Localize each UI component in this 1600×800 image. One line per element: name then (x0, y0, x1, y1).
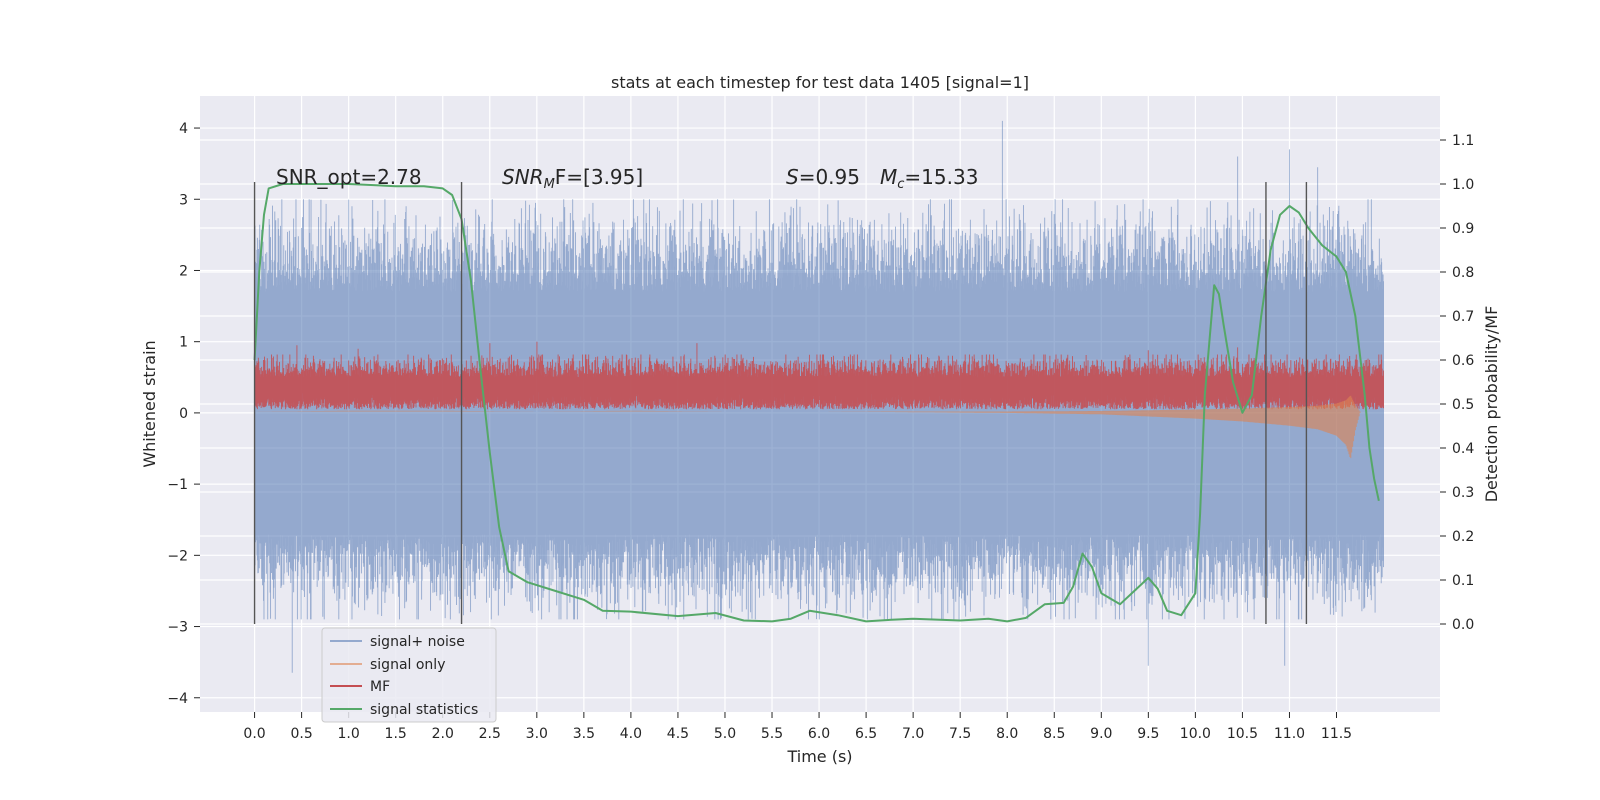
x-tick-label: 5.5 (761, 726, 783, 742)
legend-box (321, 627, 497, 723)
x-tick-label: 8.5 (1043, 726, 1065, 742)
y-right-tick-label: 1.1 (1452, 133, 1474, 149)
x-tick-label: 4.5 (667, 726, 689, 742)
annotation-s: S=0.95 (786, 165, 860, 189)
y-left-tick-label: 1 (179, 335, 188, 351)
y-right-tick-label: 0.0 (1452, 617, 1474, 633)
y-right-tick-label: 0.9 (1452, 221, 1474, 237)
chart-title: stats at each timestep for test data 140… (611, 73, 1029, 92)
y-right-tick-label: 0.5 (1452, 397, 1474, 413)
y-left-tick-label: 3 (179, 192, 188, 208)
x-tick-label: 9.0 (1090, 726, 1112, 742)
annotation-snr-opt: SNR_opt=2.78 (276, 165, 422, 189)
x-tick-label: 3.5 (573, 726, 595, 742)
x-tick-label: 11.5 (1321, 726, 1352, 742)
x-tick-label: 3.0 (526, 726, 548, 742)
vertical-markers (253, 182, 1308, 624)
y-left-tick-label: −3 (167, 620, 188, 636)
annotation-snr-mf: SNRMF=[3.95] (502, 165, 643, 192)
x-tick-label: 6.0 (808, 726, 830, 742)
x-tick-label: 2.0 (432, 726, 454, 742)
x-tick-label: 2.5 (479, 726, 501, 742)
x-tick-label: 10.0 (1180, 726, 1211, 742)
y-right-tick-label: 0.2 (1452, 529, 1474, 545)
y-left-tick-label: −1 (167, 477, 188, 493)
x-tick-label: 11.0 (1274, 726, 1305, 742)
y-axis-left: 4 3 2 1 0 −1 −2 −3 −4 (167, 121, 200, 707)
legend: signal+ noise signal only MF signal stat… (321, 627, 497, 723)
series-layer (253, 120, 1384, 673)
x-tick-label: 9.5 (1137, 726, 1159, 742)
series-signal-statistics (253, 183, 1380, 623)
y-right-tick-label: 0.8 (1452, 265, 1474, 281)
x-axis-label: Time (s) (786, 747, 852, 766)
y-left-tick-label: 0 (179, 406, 188, 422)
x-tick-label: 7.0 (902, 726, 924, 742)
x-tick-label: 8.0 (996, 726, 1018, 742)
x-tick-label: 1.5 (385, 726, 407, 742)
y-right-tick-label: 0.1 (1452, 573, 1474, 589)
x-tick-label: 6.5 (855, 726, 877, 742)
y-left-tick-label: 4 (179, 121, 188, 137)
legend-label-mf: MF (370, 679, 390, 695)
y-right-tick-label: 0.3 (1452, 485, 1474, 501)
legend-label-signal-noise: signal+ noise (370, 634, 465, 650)
legend-label-signal-statistics: signal statistics (370, 702, 478, 718)
x-tick-label: 0.0 (243, 726, 265, 742)
x-tick-label: 7.5 (949, 726, 971, 742)
y-axis-right: 1.1 1.0 0.9 0.8 0.7 0.6 0.5 0.4 0.3 0.2 0.1 0.0 (1440, 133, 1474, 633)
y-right-tick-label: 0.7 (1452, 309, 1474, 325)
x-tick-label: 10.5 (1227, 726, 1258, 742)
annotation-mc: Mc=15.33 (880, 165, 978, 192)
x-tick-label: 0.5 (290, 726, 312, 742)
x-tick-label: 4.0 (620, 726, 642, 742)
y-axis-right-label: Detection probability/MF (1482, 306, 1501, 503)
y-left-tick-label: −4 (167, 691, 188, 707)
x-tick-label: 1.0 (338, 726, 360, 742)
y-left-tick-label: −2 (167, 548, 188, 564)
y-right-tick-label: 0.4 (1452, 441, 1474, 457)
x-tick-label: 5.0 (714, 726, 736, 742)
y-right-tick-label: 0.6 (1452, 353, 1474, 369)
x-axis: 0.0 0.5 1.0 1.5 2.0 2.5 3.0 3.5 4.0 4.5 5.0 5.5 6.0 6… (243, 712, 1352, 742)
y-axis-left-label: Whitened strain (140, 340, 159, 467)
y-right-tick-label: 1.0 (1452, 177, 1474, 193)
legend-label-signal-only: signal only (370, 657, 445, 673)
y-left-tick-label: 2 (179, 263, 188, 279)
